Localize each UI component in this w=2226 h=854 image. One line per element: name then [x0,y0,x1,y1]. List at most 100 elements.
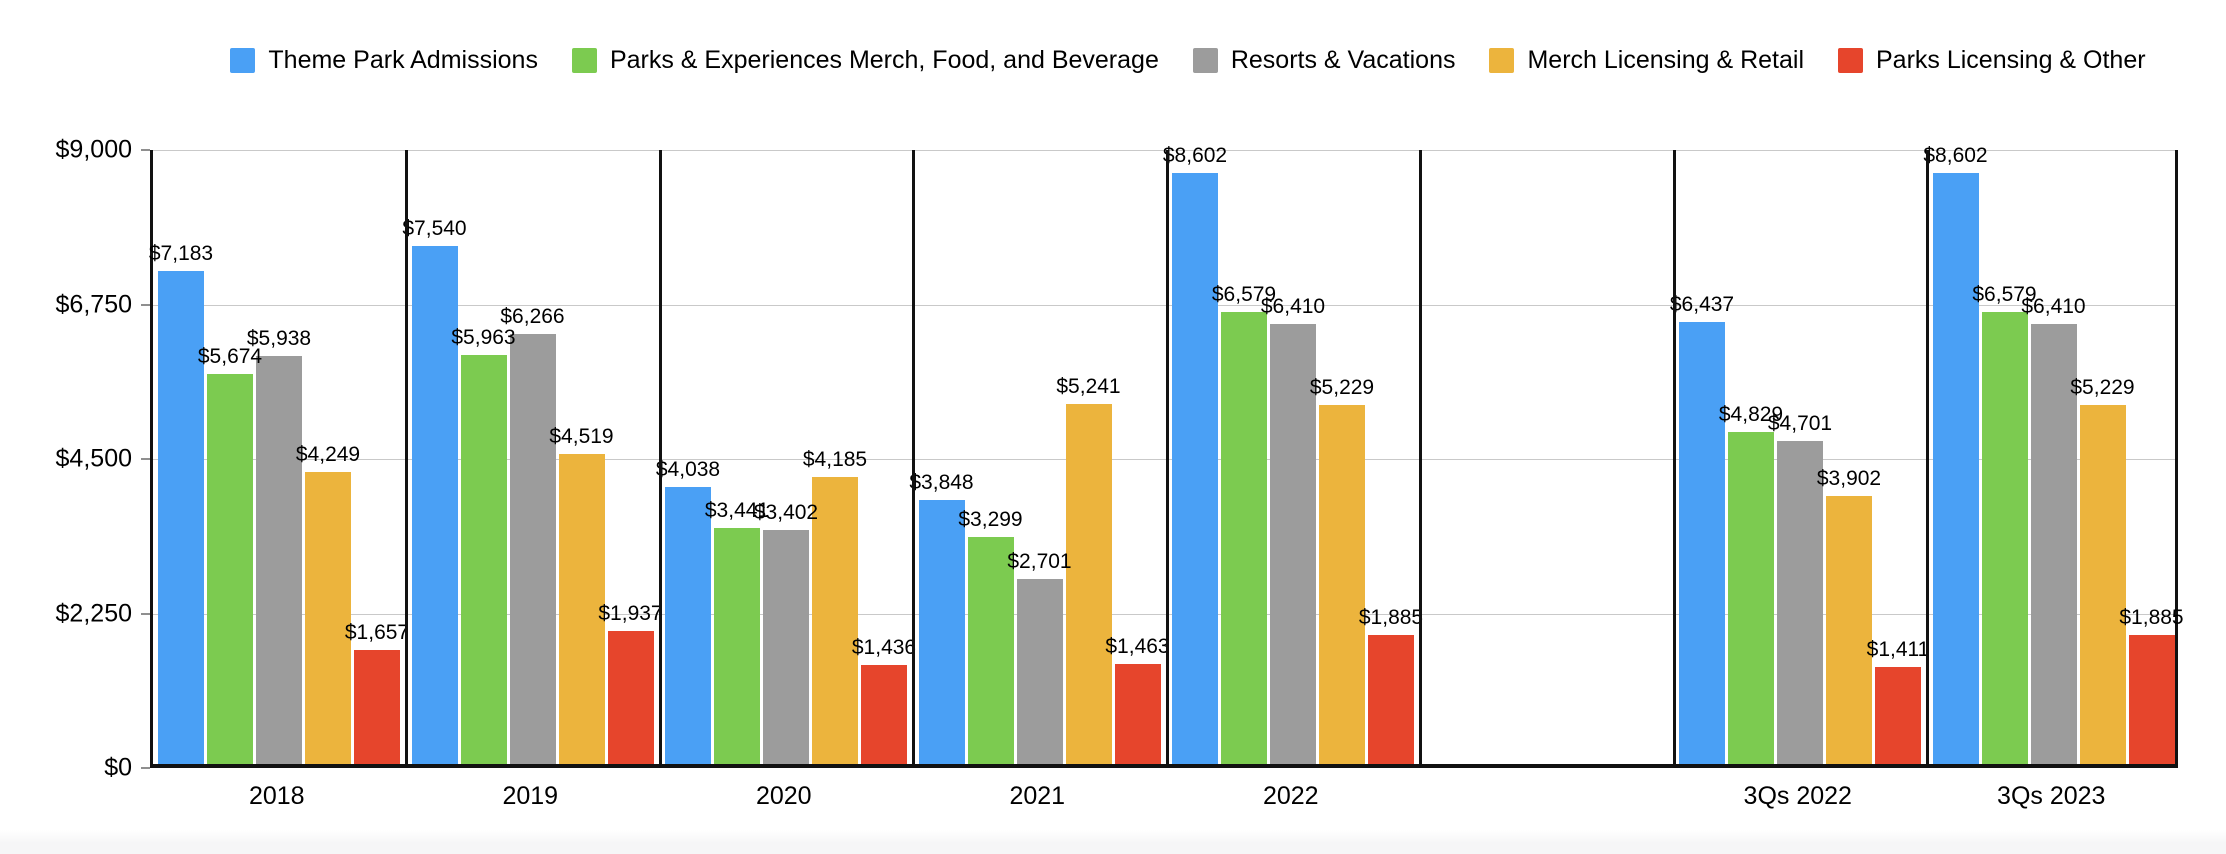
y-axis-label-6750: $6,750 [55,290,132,318]
legend-swatch-icon [230,47,256,73]
bar-parks-experiences-merch-food-and-beverage-2022 [1221,312,1267,764]
bar-merch-licensing-retail-2020 [812,476,858,764]
bar-value-label: $5,241 [1056,375,1121,399]
bar-value-label: $5,963 [451,325,516,349]
y-axis-label-4500: $4,500 [55,444,132,473]
legend: Theme Park Admissions Parks & Experiences… [150,38,2226,82]
y-axis-label-2250: $2,250 [55,599,132,627]
legend-swatch-icon [571,47,597,73]
bar-parks-licensing-other-2020 [861,665,907,764]
legend-swatch-icon [1192,47,1218,73]
bar-resorts-vacations-2018 [256,356,302,764]
bar-parks-licensing-other-2018 [354,650,400,764]
bar-parks-licensing-other-2022 [1368,634,1414,764]
bar-theme-park-admissions-2020 [665,486,711,764]
bar-value-label: $1,657 [344,621,410,645]
panel-2018: $7,183 $5,674 $5,938 $4,249 $1,657 [149,150,410,764]
panel-2019: $7,540 $5,963 $6,266 $4,519 $1,937 [402,150,663,764]
bar-value-label: $3,299 [958,508,1023,532]
bar-resorts-vacations-2022 [1270,323,1316,764]
bar-value-label: $4,519 [549,424,614,448]
bar-theme-park-admissions-2021 [918,499,965,764]
y-axis-tick [141,149,150,151]
bar-theme-park-admissions-3qs-2023 [1932,173,1979,764]
bar-parks-experiences-merch-food-and-beverage-3qs-2022 [1728,432,1774,764]
panel-3qs-2023: $8,602 $6,579 $6,410 $5,229 $1,885 [1923,145,2184,764]
bar-value-label: $7,540 [402,217,467,241]
bar-value-label: $8,602 [1923,144,1988,168]
bar-resorts-vacations-2021 [1016,578,1063,764]
bar-value-label: $1,463 [1105,634,1170,658]
x-axis-label-2018: 2018 [248,782,305,810]
bar-value-label: $4,185 [802,447,868,471]
bar-parks-experiences-merch-food-and-beverage-2019 [460,354,507,764]
bar-value-label: $6,410 [1260,294,1326,318]
bar-resorts-vacations-3qs-2022 [1777,441,1823,764]
bar-resorts-vacations-2019 [509,333,556,764]
bar-value-label: $6,579 [1211,283,1277,307]
legend-label: Theme Park Admissions [268,45,538,74]
y-axis-tick [141,612,150,615]
bar-value-label: $4,038 [655,457,721,481]
x-axis-label-2019: 2019 [502,782,559,810]
panel-separator [658,150,662,764]
panel-separator [912,150,915,764]
x-axis-label-2021: 2021 [1009,782,1066,810]
legend-swatch-icon [1838,47,1863,73]
bar-value-label: $1,436 [851,636,917,660]
bar-value-label: $5,674 [197,345,263,369]
plot-area: $7,183 $5,674 $5,938 $4,249 $1,657 $7,540 $5,9… [149,145,2184,768]
bar-merch-licensing-retail-3qs-2022 [1826,496,1872,764]
panel-2022: $8,602 $6,579 $6,410 $5,229 $1,885 [1163,145,1423,764]
gridline-6750 [153,304,2175,306]
y-axis-tick [141,767,150,769]
panel-separator [1419,150,1422,764]
x-axis-label-2022: 2022 [1262,782,1319,810]
gridline-4500 [153,459,2175,460]
legend-label: Parks & Experiences Merch, Food, and Bev… [609,45,1159,74]
panel-2021: $3,848 $3,299 $2,701 $5,241 $1,463 [909,150,1170,764]
bar-value-label: $5,229 [2070,375,2135,399]
bar-value-label: $5,229 [1309,375,1375,399]
panel-separator [1926,150,1929,764]
bar-theme-park-admissions-3qs-2022 [1679,322,1725,764]
bar-value-label: $5,938 [246,327,312,351]
panel-3qs-2022: $6,437 $4,829 $4,701 $3,902 $1,411 [1670,150,1930,764]
bar-parks-licensing-other-2019 [607,631,654,764]
bar-parks-licensing-other-3qs-2022 [1875,667,1921,764]
bar-parks-experiences-merch-food-and-beverage-2021 [967,537,1014,764]
panel-separator [1672,150,1676,764]
bar-merch-licensing-retail-2019 [558,453,605,764]
bar-value-label: $6,437 [1669,293,1735,316]
panel-separator [405,150,408,764]
bar-parks-licensing-other-3qs-2023 [2128,634,2175,764]
bar-value-label: $1,411 [1866,638,1930,662]
bar-merch-licensing-retail-2022 [1319,404,1365,764]
legend-item-parks-experiences-merch-food-and-beverage: Parks & Experiences Merch, Food, and Bev… [571,45,1159,75]
bar-value-label: $3,441 [704,498,770,522]
bar-parks-experiences-merch-food-and-beverage-2018 [207,374,253,764]
bar-resorts-vacations-3qs-2023 [2030,323,2077,764]
bar-value-label: $4,249 [295,443,361,467]
panel-blank [1421,150,1675,764]
bar-theme-park-admissions-2022 [1172,173,1218,764]
bar-value-label: $8,602 [1162,144,1228,168]
legend-item-resorts-vacations: Resorts & Vacations [1192,45,1456,75]
legend-swatch-icon [1489,47,1515,73]
bar-value-label: $3,402 [753,501,819,525]
legend-label: Resorts & Vacations [1230,45,1456,74]
x-axis-label-3qs-2023: 3Qs 2023 [1997,782,2106,810]
gridline-2250 [153,613,2175,615]
bar-parks-experiences-merch-food-and-beverage-3qs-2023 [1981,312,2028,764]
bar-value-label: $4,829 [1718,403,1784,427]
bar-value-label: $3,848 [909,470,974,494]
bar-theme-park-admissions-2018 [158,270,204,764]
y-axis-tick [141,458,150,460]
bar-value-label: $1,937 [598,602,663,625]
bar-merch-licensing-retail-2021 [1065,404,1112,764]
bar-value-label: $6,410 [2021,294,2086,318]
panel-2020: $4,038 $3,441 $3,402 $4,185 $1,436 [656,150,917,764]
bar-parks-experiences-merch-food-and-beverage-2020 [714,527,760,764]
legend-item-parks-licensing-other: Parks Licensing & Other [1838,46,2146,75]
